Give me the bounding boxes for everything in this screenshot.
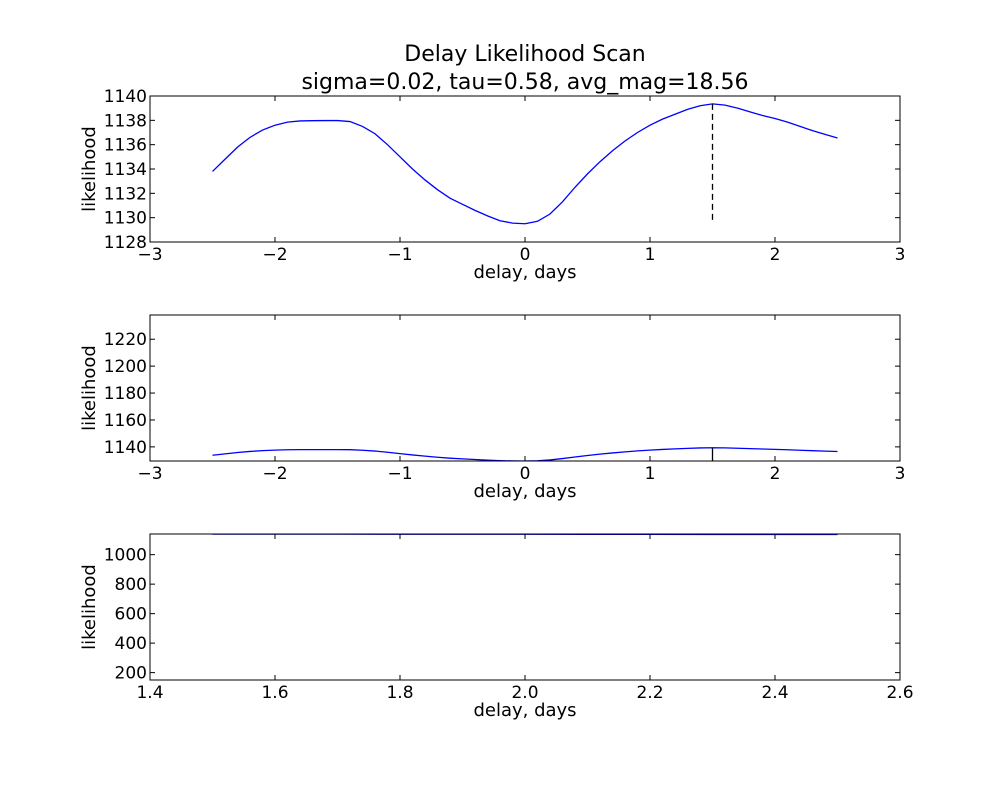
x-tick-label: 2.0 [511,683,538,703]
figure-subtitle: sigma=0.02, tau=0.58, avg_mag=18.56 [301,70,748,95]
y-axis-label: likelihood [79,564,100,650]
y-tick-label: 1160 [104,411,147,431]
x-tick-label: 3 [895,464,906,484]
y-tick-label: 1140 [104,87,147,107]
x-axis-label: delay, days [473,262,576,283]
x-tick-label: 0 [520,245,531,265]
x-tick-label: −2 [262,245,287,265]
y-tick-label: 1132 [104,184,147,204]
x-tick-label: 2.2 [636,683,663,703]
y-tick-label: 200 [115,664,147,684]
likelihood-plot-wide-scale: −3 −2 −1 0 1 2 3 1140 1160 1180 1200 1220 delay, day… [79,314,906,502]
y-tick-label: 1134 [104,160,147,180]
x-tick-label: 2 [770,464,781,484]
y-tick-label: 1130 [104,209,147,229]
y-axis-label: likelihood [79,126,100,212]
x-tick-label: −3 [137,245,162,265]
y-tick-label: 1220 [104,330,147,350]
y-tick-label: 1140 [104,438,147,458]
x-tick-label: 1 [645,464,656,484]
y-tick-label: 1000 [104,546,147,566]
x-tick-label: 2 [770,245,781,265]
x-tick-label: −3 [137,464,162,484]
figure-title: Delay Likelihood Scan [404,42,645,67]
x-tick-label: 1.6 [261,683,288,703]
y-axis-label: likelihood [79,345,100,431]
x-tick-label: 3 [895,245,906,265]
x-tick-label: 1 [645,245,656,265]
y-tick-label: 1136 [104,136,147,156]
likelihood-plot-full-range: −3 −2 −1 0 1 2 3 1128 1130 1132 1134 1136 1138 1140 de… [79,87,905,283]
y-tick-label: 1200 [104,357,147,377]
y-tick-label: 1138 [104,111,147,131]
y-tick-label: 400 [115,634,147,654]
x-tick-label: 2.4 [761,683,788,703]
x-tick-label: 0 [520,464,531,484]
x-tick-label: 2.6 [886,683,913,703]
y-tick-label: 1128 [104,233,147,253]
y-tick-label: 1180 [104,384,147,404]
y-tick-label: 600 [115,605,147,625]
x-tick-label: −2 [262,464,287,484]
x-tick-label: −1 [387,245,412,265]
x-axis-label: delay, days [473,481,576,502]
likelihood-plot-zoomed: 1.4 1.6 1.8 2.0 2.2 2.4 2.6 200 400 600 800 1000 del… [79,533,914,721]
x-axis-label: delay, days [473,700,576,721]
x-tick-label: −1 [387,464,412,484]
likelihood-series-line [212,103,838,225]
x-tick-label: 1.8 [386,683,413,703]
y-tick-label: 800 [115,575,147,595]
x-tick-label: 1.4 [136,683,163,703]
likelihood-series-line [212,447,838,461]
